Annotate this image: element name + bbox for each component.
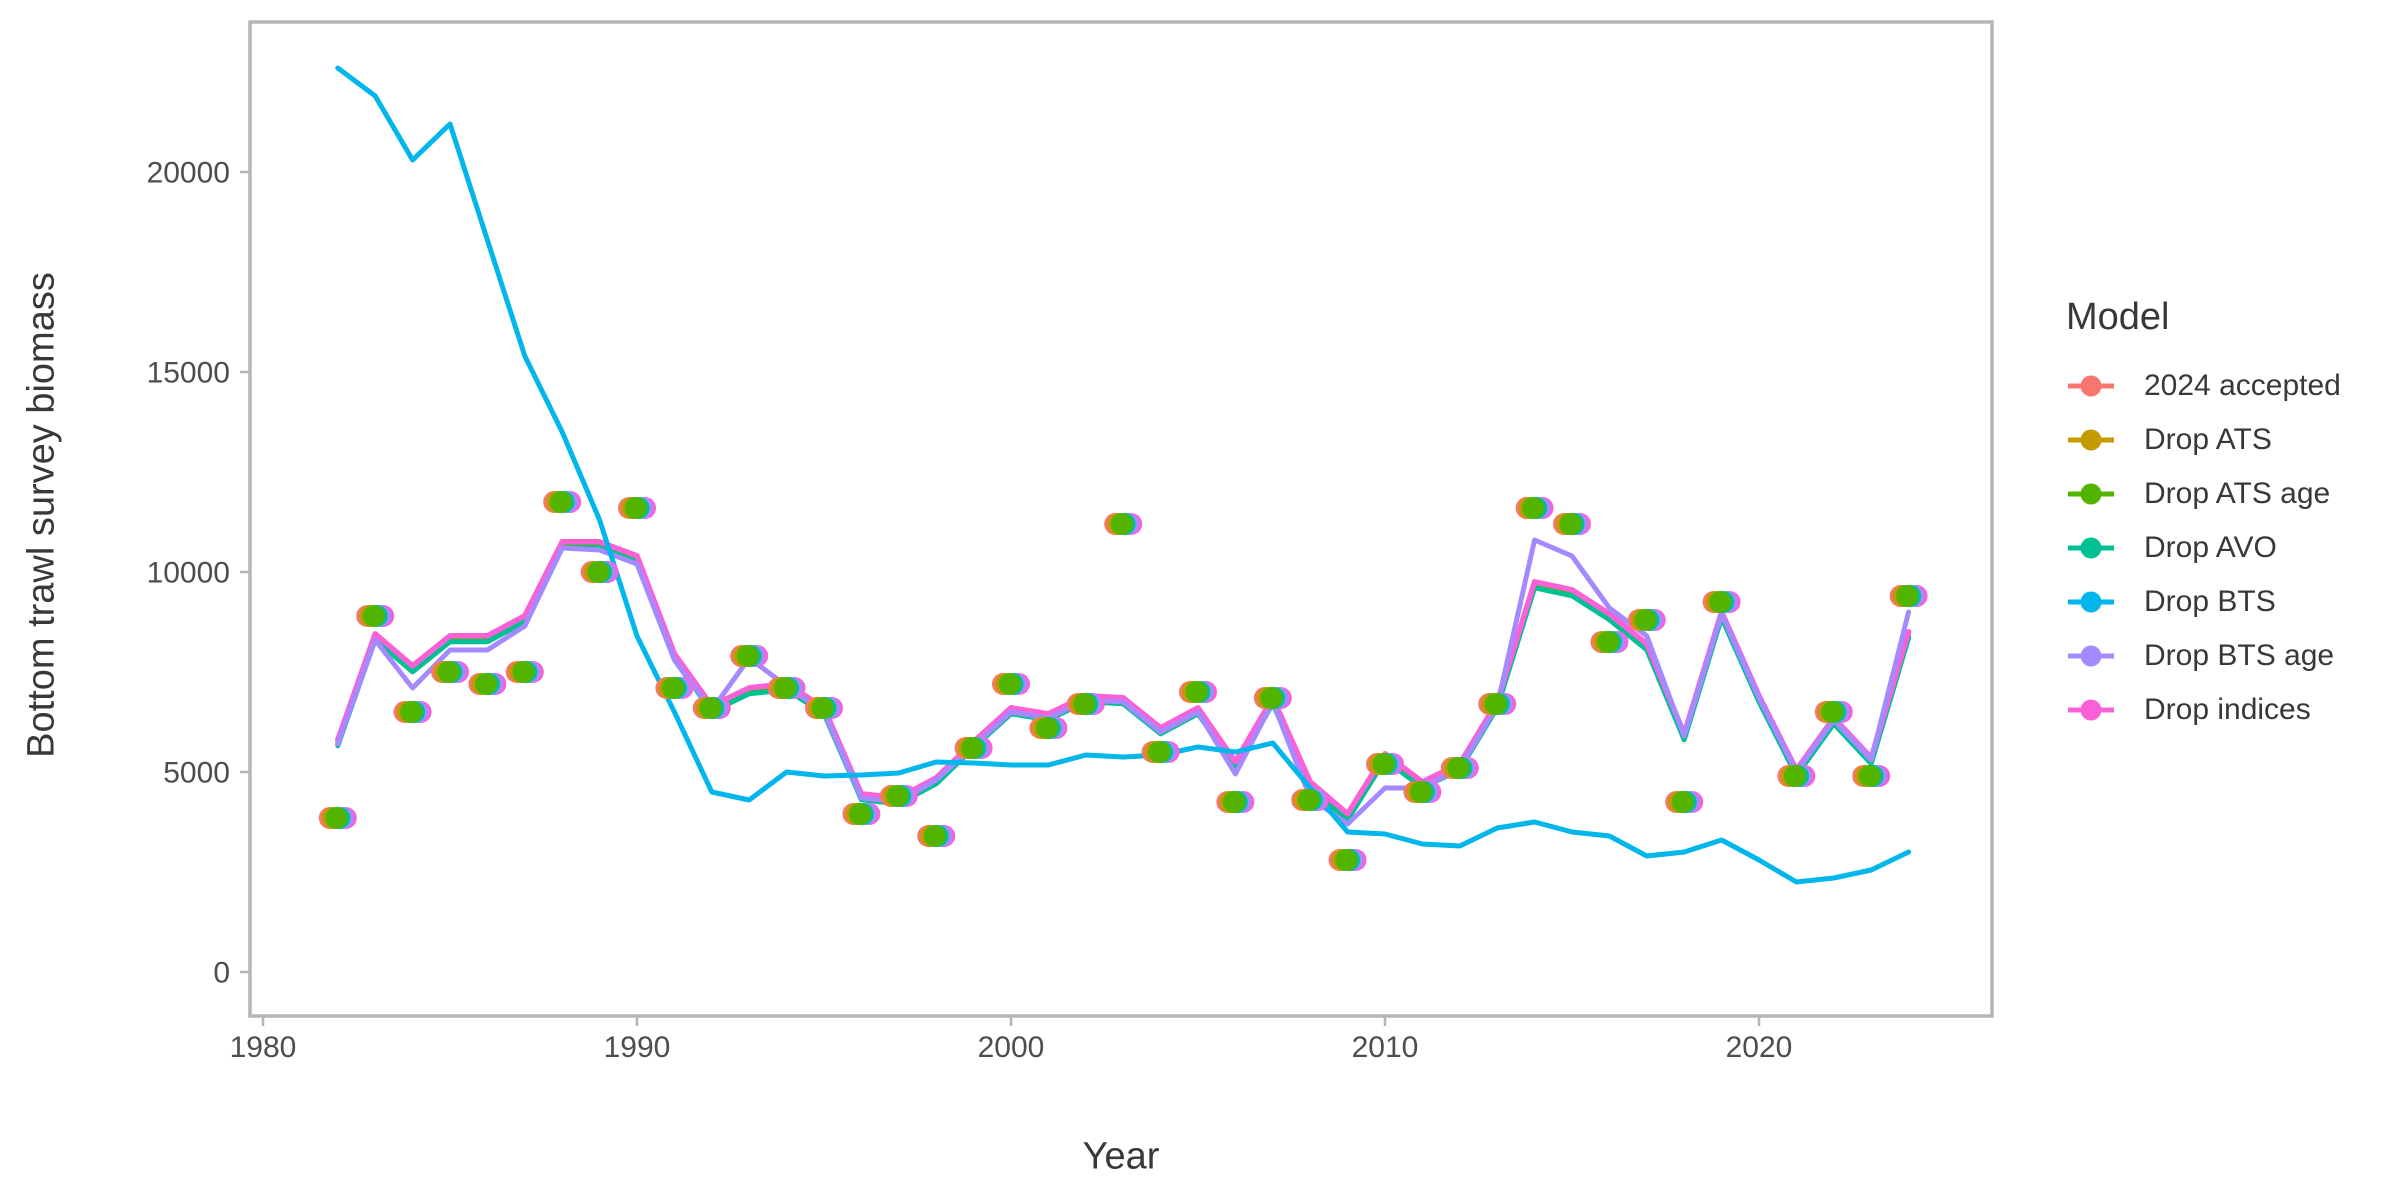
data-point-drop-ats-age [1409,781,1432,803]
data-point-drop-ats-age [400,701,423,723]
x-tick-label: 2020 [1726,1031,1793,1064]
data-point-drop-ats-age [1709,591,1732,613]
legend-key-point [2080,483,2102,505]
data-point-drop-ats-age [624,497,647,519]
data-point-drop-ats-age [1073,693,1096,715]
data-point-drop-ats-age [1783,765,1806,787]
legend-entry-label: Drop ATS age [2144,477,2331,510]
data-point-drop-ats-age [1260,687,1283,709]
legend-key-point [2080,429,2102,451]
data-point-drop-ats-age [736,645,759,667]
legend-key-point [2080,375,2102,397]
series-line-drop-indices [335,539,1912,817]
data-point-drop-ats-age [699,697,722,719]
legend-entry-label: Drop BTS [2144,585,2276,618]
data-point-drop-ats-age [998,673,1021,695]
legend-key-icon [2068,483,2114,505]
data-point-drop-ats-age [1148,741,1171,763]
legend-key-icon [2068,375,2114,397]
legend-key-icon [2068,645,2114,667]
x-tick-label: 1990 [604,1031,671,1064]
legend-entry-label: Drop AVO [2144,531,2277,564]
x-tick-label: 2010 [1352,1031,1419,1064]
legend-entry-drop-bts: Drop BTS [2066,575,2341,629]
series-line-drop-bts [335,65,1912,885]
legend-key-point [2080,537,2102,559]
data-point-drop-ats-age [961,737,984,759]
legend-key-point [2080,645,2102,667]
data-point-drop-ats-age [1821,701,1844,723]
data-point-drop-ats-age [1372,753,1395,775]
data-point-drop-ats-age [661,677,684,699]
data-point-drop-ats-age [1671,791,1694,813]
legend-entry-drop-ats: Drop ATS [2066,413,2341,467]
data-point-drop-ats-age [848,803,871,825]
y-tick-label: 15000 [147,357,230,390]
data-point-drop-ats-age [437,661,460,683]
legend-key-icon [2068,429,2114,451]
x-axis-title: Year [1082,1135,1160,1178]
data-point-drop-ats-age [325,807,348,829]
y-tick-label: 5000 [163,757,230,790]
data-point-drop-ats-age [1297,789,1320,811]
data-point-drop-ats-age [512,661,535,683]
data-point-drop-ats-age [1634,609,1657,631]
data-point-drop-ats-age [1447,757,1470,779]
legend-entry-drop-bts-age: Drop BTS age [2066,629,2341,683]
legend-entry-label: Drop ATS [2144,423,2272,456]
legend-entries: 2024 accepted Drop ATS Drop ATS age Drop AV… [2066,359,2341,737]
data-point-drop-ats-age [886,785,909,807]
legend-entry-2024-accepted: 2024 accepted [2066,359,2341,413]
data-point-drop-ats-age [1559,513,1582,535]
x-tick-label: 1980 [230,1031,297,1064]
data-point-drop-ats-age [923,825,946,847]
y-tick-label: 0 [213,957,230,990]
legend-entry-label: Drop BTS age [2144,639,2335,672]
y-tick-label: 20000 [147,157,230,190]
series-line-drop-bts-age [335,537,1912,827]
legend-entry-label: 2024 accepted [2144,369,2341,402]
data-point-drop-ats-age [1522,497,1545,519]
y-tick-label: 10000 [147,557,230,590]
legend-entry-drop-indices: Drop indices [2066,683,2341,737]
data-point-drop-ats-age [362,605,385,627]
data-point-drop-ats-age [1484,693,1507,715]
legend-entry-drop-ats-age: Drop ATS age [2066,467,2341,521]
data-point-drop-ats-age [1185,681,1208,703]
data-point-drop-ats-age [474,673,497,695]
data-point-drop-ats-age [774,677,797,699]
legend-key-point [2080,591,2102,613]
legend-entry-drop-avo: Drop AVO [2066,521,2341,575]
legend-title: Model [2066,296,2170,338]
data-point-drop-ats-age [1896,585,1919,607]
x-tick-label: 2000 [978,1031,1045,1064]
y-axis-title: Bottom trawl survey biomass [20,272,63,758]
data-point-drop-ats-age [1596,631,1619,653]
legend-key-icon [2068,591,2114,613]
legend-key-icon [2068,537,2114,559]
data-point-drop-ats-age [587,561,610,583]
data-point-drop-ats-age [549,491,572,513]
legend-key-icon [2068,699,2114,721]
data-point-drop-ats-age [811,697,834,719]
data-point-drop-ats-age [1858,765,1881,787]
legend-entry-label: Drop indices [2144,693,2311,726]
data-point-drop-ats-age [1335,849,1358,871]
data-point-drop-ats-age [1222,791,1245,813]
legend: Model 2024 accepted Drop ATS Drop ATS age D… [2066,297,2341,737]
legend-key-point [2080,699,2102,721]
data-point-drop-ats-age [1110,513,1133,535]
data-point-drop-ats-age [1035,717,1058,739]
